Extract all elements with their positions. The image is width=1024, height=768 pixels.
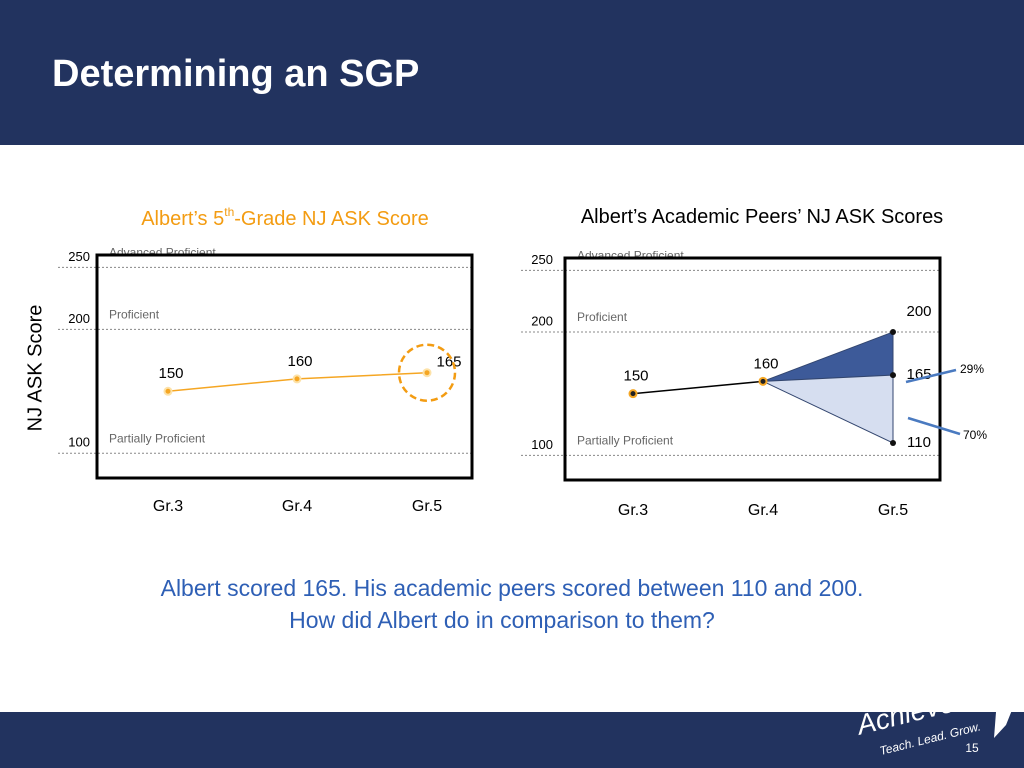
data-label: 160 bbox=[287, 353, 312, 370]
title-text: Albert’s 5 bbox=[141, 208, 224, 230]
band-label: Partially Proficient bbox=[109, 431, 206, 445]
data-point bbox=[292, 374, 302, 384]
band-label: Advanced Proficient bbox=[577, 249, 684, 263]
logo-shape bbox=[985, 678, 1016, 738]
data-point bbox=[422, 368, 432, 378]
highlight-ring bbox=[397, 343, 457, 402]
y-tick-label: 100 bbox=[68, 435, 90, 450]
y-axis-label: NJ ASK Score bbox=[24, 305, 46, 432]
series-line bbox=[632, 380, 764, 395]
footer-bar bbox=[0, 712, 1024, 768]
peer-point bbox=[890, 440, 896, 446]
chart-title: Albert’s 5th-Grade NJ ASK Score bbox=[141, 205, 429, 230]
peer-label: 110 bbox=[907, 434, 931, 451]
band-label: Partially Proficient bbox=[577, 434, 674, 448]
data-label: 160 bbox=[753, 355, 778, 372]
plot-frame bbox=[95, 253, 474, 480]
caption-line: Albert scored 165. His academic peers sc… bbox=[161, 575, 864, 601]
page-number: 15 bbox=[965, 741, 979, 755]
caption-line: How did Albert do in comparison to them? bbox=[289, 607, 715, 633]
percentile-arrow bbox=[905, 368, 957, 384]
data-point bbox=[163, 386, 173, 396]
band-label: Proficient bbox=[109, 308, 160, 322]
y-tick-label: 100 bbox=[531, 437, 553, 452]
data-point bbox=[758, 376, 768, 386]
title-text: Albert’s Academic Peers’ NJ ASK Scores bbox=[581, 206, 943, 228]
peer-label: 165 bbox=[906, 366, 931, 383]
band-label: Proficient bbox=[577, 310, 628, 324]
peer-fan-upper bbox=[762, 331, 894, 382]
title-sup: th bbox=[224, 205, 234, 219]
title-text: -Grade NJ ASK Score bbox=[234, 208, 429, 230]
data-label: 150 bbox=[623, 368, 648, 385]
plot-frame bbox=[563, 256, 942, 482]
x-tick-label: Gr.5 bbox=[412, 498, 442, 515]
peer-label: 200 bbox=[906, 303, 931, 320]
x-tick-label: Gr.4 bbox=[282, 498, 312, 515]
peer-point bbox=[890, 372, 896, 379]
y-tick-label: 200 bbox=[68, 311, 90, 326]
slide-title: Determining an SGP bbox=[52, 53, 419, 95]
data-label: 150 bbox=[158, 365, 183, 382]
x-tick-label: Gr.4 bbox=[748, 502, 778, 519]
band-label: Advanced Proficient bbox=[109, 246, 216, 260]
peer-fan-lower bbox=[762, 374, 894, 444]
y-tick-label: 250 bbox=[68, 249, 90, 264]
percentile-label: 29% bbox=[960, 362, 984, 376]
data-point bbox=[628, 389, 638, 399]
x-tick-label: Gr.3 bbox=[153, 498, 183, 515]
y-tick-label: 250 bbox=[531, 252, 553, 267]
percentile-label: 70% bbox=[963, 428, 987, 442]
header-bar bbox=[0, 0, 1024, 145]
percentile-arrow bbox=[907, 416, 961, 436]
y-tick-label: 200 bbox=[531, 313, 553, 328]
chart-title: Albert’s Academic Peers’ NJ ASK Scores bbox=[581, 206, 943, 228]
x-tick-label: Gr.5 bbox=[878, 502, 908, 519]
x-tick-label: Gr.3 bbox=[618, 502, 648, 519]
peer-point bbox=[890, 329, 896, 335]
